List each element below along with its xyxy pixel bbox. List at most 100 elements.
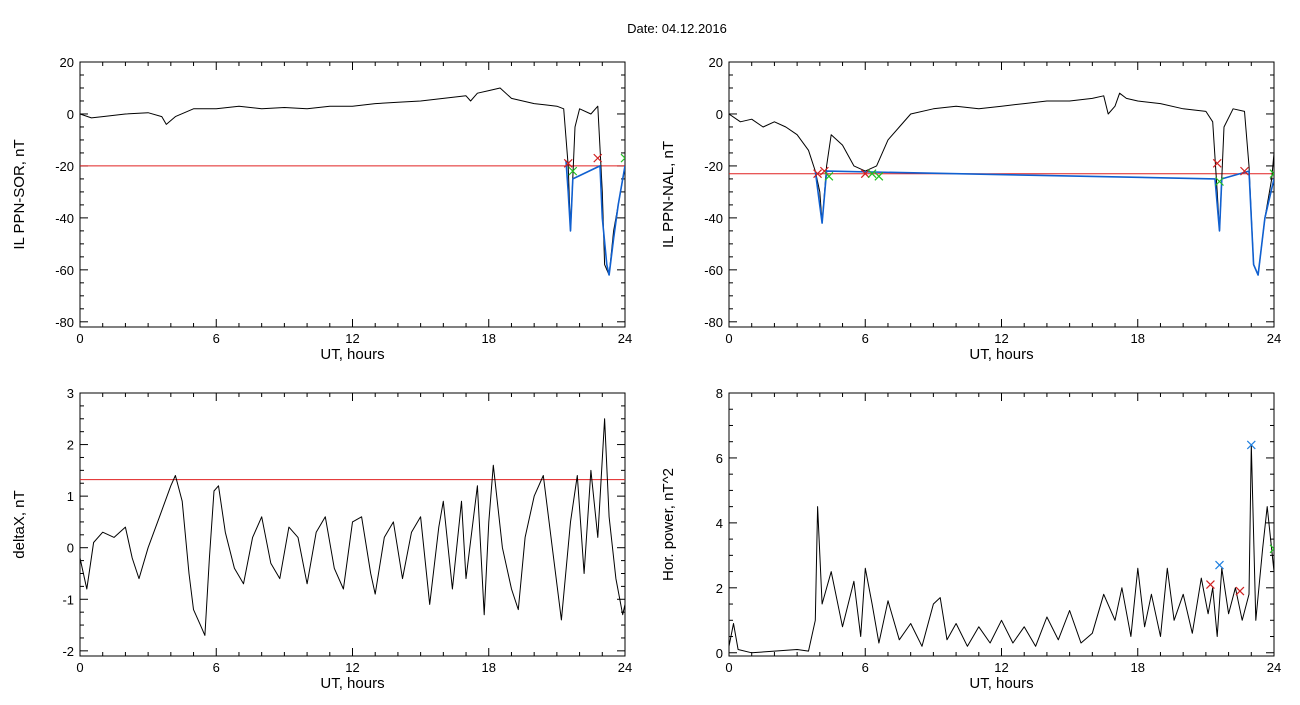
x-tick-label: 6 [213,660,220,675]
y-tick-label: 20 [709,55,723,70]
x-tick-label: 0 [725,660,732,675]
x-axis-label: UT, hours [320,346,384,363]
marker-stroke [874,171,884,181]
y-tick-label: -1 [62,592,74,607]
y-tick-label: -40 [55,211,74,226]
marker-green [568,166,578,176]
series-line [729,444,1274,654]
x-tick-label: 12 [994,331,1008,346]
highlight-segment [814,170,1274,276]
plot-frame [728,61,1275,328]
plot-frame [79,61,626,328]
marker-stroke [813,169,822,179]
x-tick-label: 0 [725,331,732,346]
date-label: Date: 04.12.2016 [627,21,727,36]
x-tick-label: 24 [1267,660,1281,675]
x-axis-label: UT, hours [320,675,384,692]
y-tick-label: 4 [716,516,723,531]
marker-green [1215,177,1224,186]
y-tick-label: -80 [55,315,74,330]
y-tick-label: 20 [60,55,74,70]
y-tick-label: -2 [62,644,74,659]
marker-stroke [1215,177,1224,186]
marker-stroke [1215,560,1224,570]
marker-red [1205,580,1215,589]
marker-stroke [1235,586,1245,596]
x-tick-label: 12 [994,660,1008,675]
x-tick-label: 0 [76,660,83,675]
marker-stroke [867,169,877,179]
y-tick-label: -20 [55,159,74,174]
x-tick-label: 12 [345,331,359,346]
y-axis-label: IL PPN-NAL, nT [660,141,677,248]
x-tick-label: 24 [618,331,632,346]
x-tick-label: 24 [1267,331,1281,346]
marker-stroke [819,166,829,176]
y-tick-label: 0 [67,107,74,122]
y-tick-label: 1 [67,489,74,504]
x-axis-label: UT, hours [969,346,1033,363]
x-tick-label: 0 [76,331,83,346]
x-tick-label: 24 [618,660,632,675]
marker-stroke [1240,166,1249,176]
plot-area [80,87,625,276]
marker-stroke [1269,544,1274,550]
panel-ppn-sor: 0 6 12 18 24 -80 -60 -40 -20 0 20 UT, hours IL PPN-S… [11,55,632,363]
marker-stroke [1212,158,1222,168]
plot-area [729,440,1274,654]
x-tick-label: 18 [1131,331,1145,346]
series-line [80,87,625,276]
plot-frame [728,392,1275,657]
marker-green [874,171,884,181]
x-tick-label: 6 [213,331,220,346]
y-tick-label: 6 [716,451,723,466]
x-tick-label: 6 [862,660,869,675]
marker-stroke [1269,548,1274,554]
series-line [80,418,625,636]
y-tick-label: 0 [716,646,723,661]
y-tick-label: -60 [55,263,74,278]
marker-stroke [563,158,573,168]
marker-red [1240,166,1249,176]
x-tick-label: 18 [482,331,496,346]
marker-stroke [620,153,625,159]
x-tick-label: 12 [345,660,359,675]
marker-stroke [1205,580,1215,589]
marker-green [620,153,625,163]
marker-blue [1215,560,1224,570]
marker-red [593,153,603,163]
marker-red [813,169,822,179]
marker-red [1212,158,1222,168]
y-tick-label: 3 [67,386,74,401]
y-tick-label: 2 [67,438,74,453]
y-tick-label: 0 [67,541,74,556]
x-tick-label: 18 [1131,660,1145,675]
marker-red [563,158,573,168]
x-tick-label: 6 [862,331,869,346]
panel-ppn-nal: 0 6 12 18 24 -80 -60 -40 -20 0 20 UT, hours IL PPN-N… [660,55,1281,363]
plot-area [80,418,625,636]
series-line [729,92,1274,276]
plot-area [729,92,1274,276]
marker-stroke [593,153,603,163]
marker-stroke [1269,169,1274,175]
y-axis-label: IL PPN-SOR, nT [11,139,28,249]
marker-stroke [860,169,870,179]
marker-stroke [1269,172,1274,179]
y-tick-label: -20 [704,159,723,174]
y-tick-label: -40 [704,211,723,226]
y-axis-label: deltaX, nT [11,490,28,558]
marker-green [824,171,834,181]
marker-green [867,169,877,179]
y-tick-label: -80 [704,315,723,330]
y-axis-label: Hor. power, nT^2 [660,468,677,581]
marker-blue [1246,440,1256,450]
marker-stroke [1246,440,1256,450]
x-axis-label: UT, hours [969,675,1033,692]
highlight-segment [565,160,625,276]
marker-stroke [568,166,578,176]
